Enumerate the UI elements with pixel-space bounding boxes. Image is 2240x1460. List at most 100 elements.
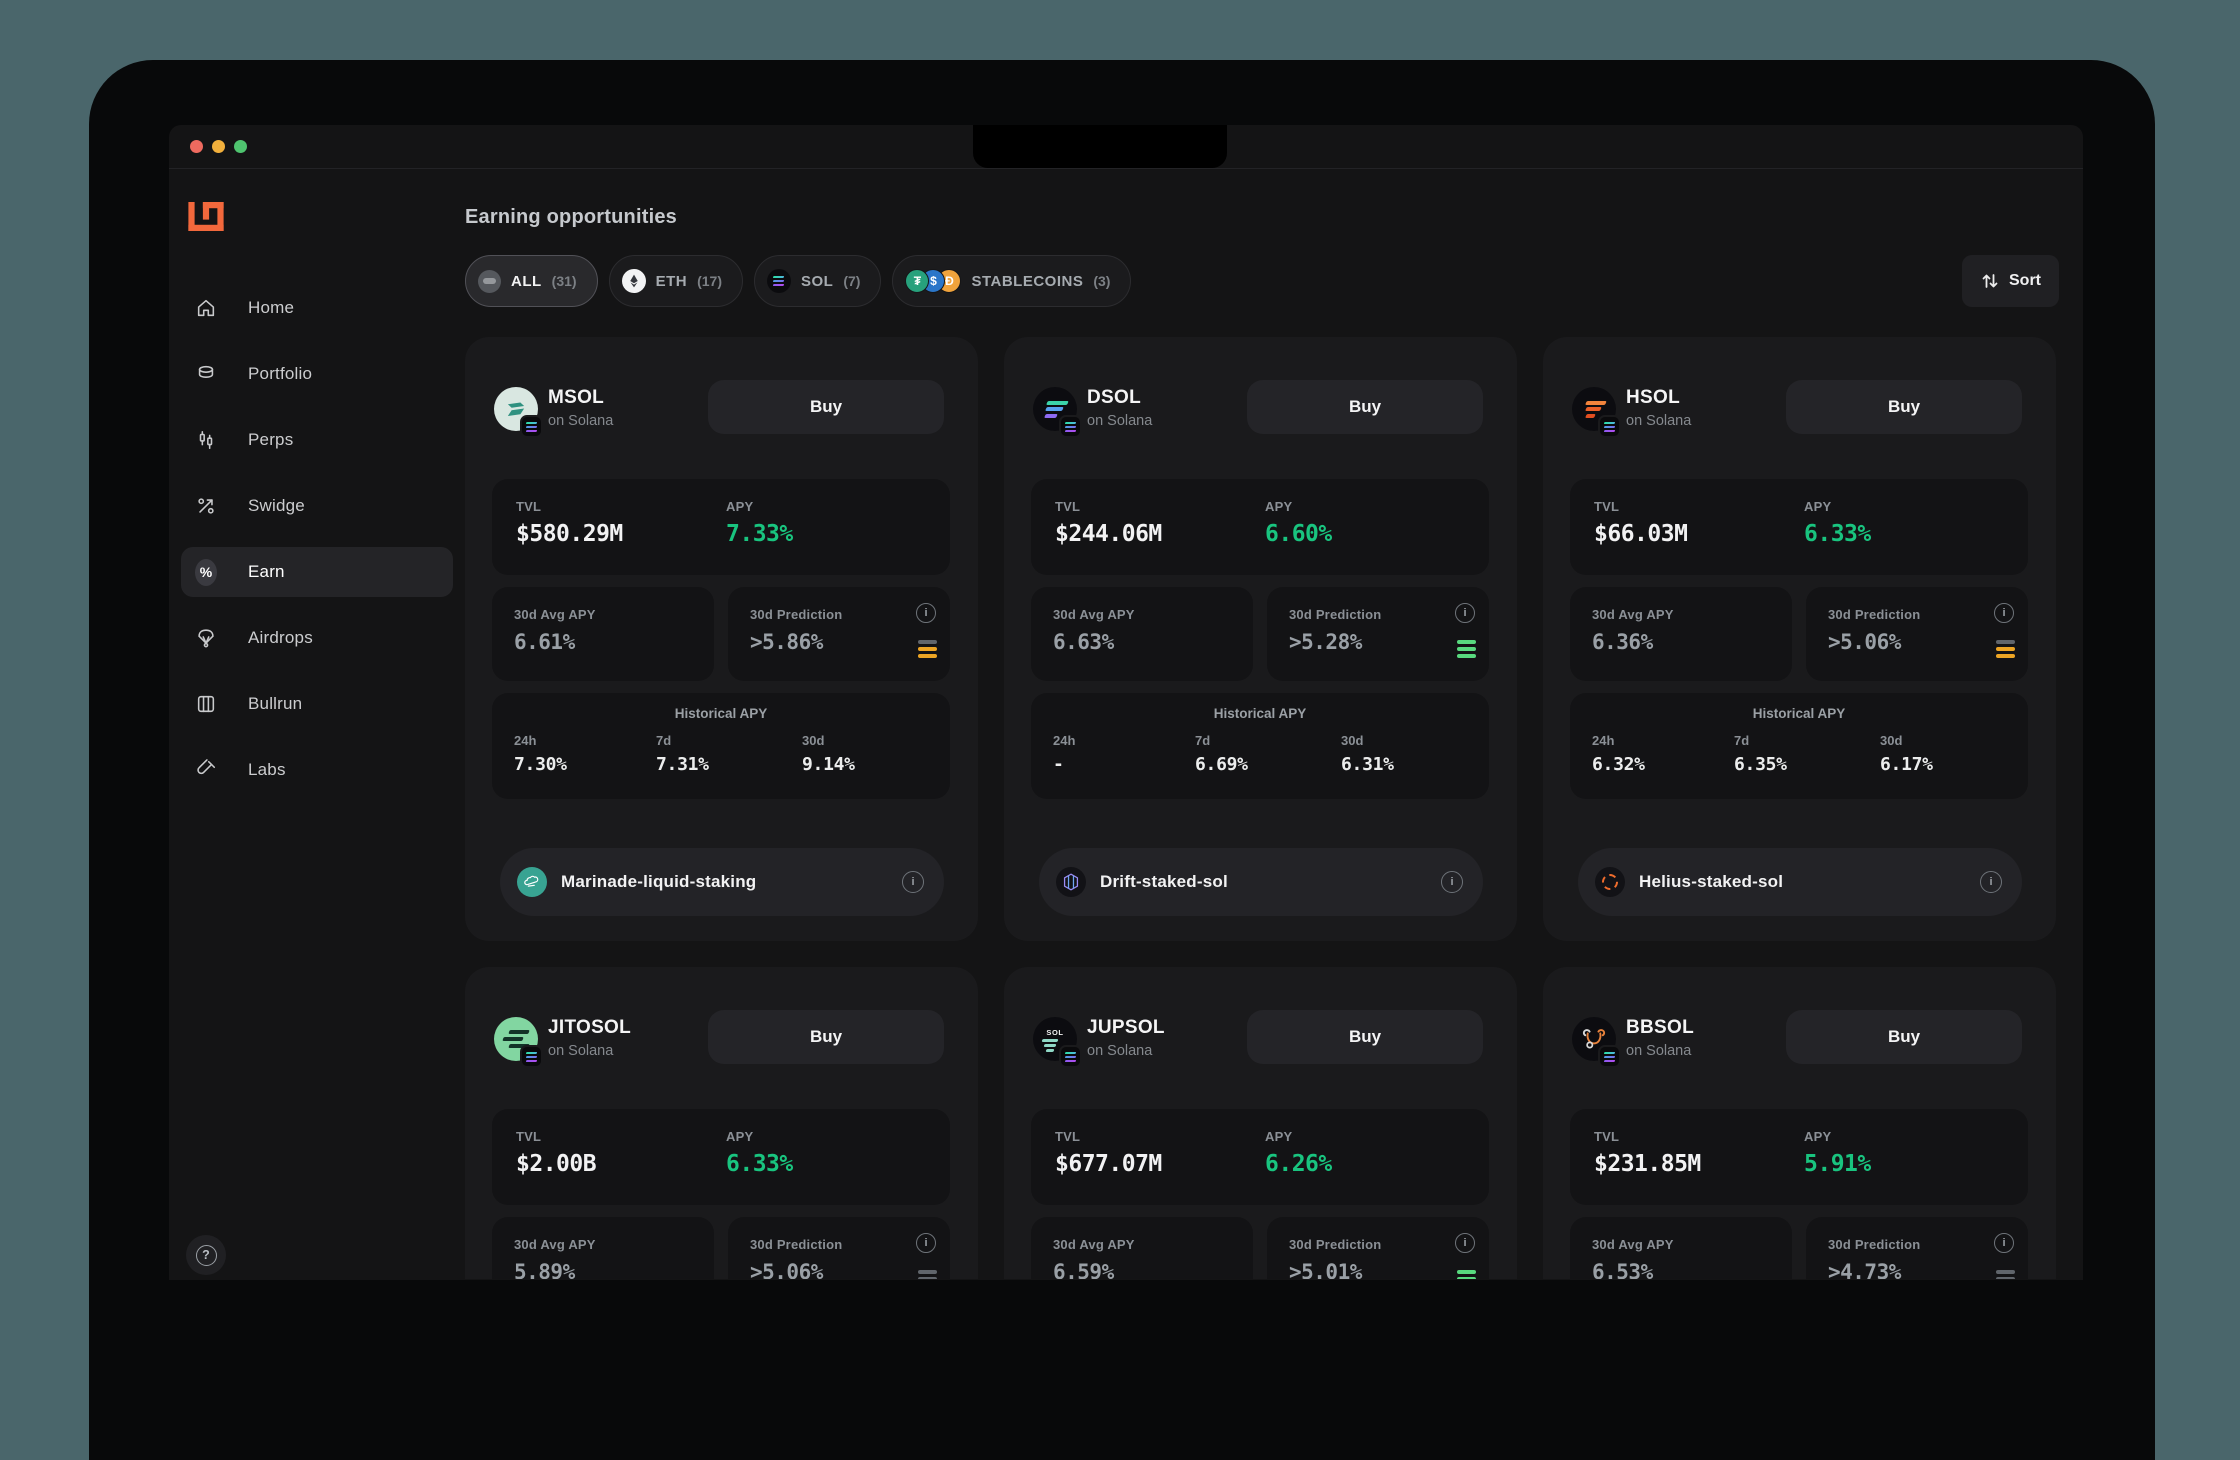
chip-label: SOL	[800, 272, 834, 290]
sidebar-item-label: Labs	[248, 760, 286, 779]
earn-icon: %	[195, 558, 217, 586]
card-header: HSOL on Solana Buy	[1572, 380, 2022, 438]
sidebar-item-label: Swidge	[248, 496, 305, 515]
tvl-value: $677.07M	[1055, 1151, 1162, 1177]
sidebar: Home Portfolio Perps Swidge % Earn Airdr…	[169, 169, 465, 1279]
token-icon	[494, 1017, 543, 1068]
hist-24h-value: 7.30%	[514, 754, 567, 775]
tvl-apy-panel: TVL $231.85M APY 5.91%	[1570, 1109, 2028, 1205]
prediction-bars-icon	[918, 1267, 937, 1279]
avg-apy-label: 30d Avg APY	[1053, 607, 1135, 622]
tvl-label: TVL	[1055, 1129, 1081, 1144]
filter-chip-sol[interactable]: SOL (7)	[753, 255, 882, 307]
buy-button[interactable]: Buy	[708, 380, 944, 434]
sidebar-item-bullrun[interactable]: Bullrun	[181, 679, 453, 729]
buy-button[interactable]: Buy	[1247, 380, 1483, 434]
traffic-light-zoom-button[interactable]	[234, 140, 247, 153]
tvl-value: $231.85M	[1594, 1151, 1701, 1177]
cards-grid: MSOL on Solana Buy TVL $580.29M APY 7.33…	[465, 337, 2059, 1279]
apy-value: 6.26%	[1265, 1151, 1332, 1177]
avg-apy-panel: 30d Avg APY 5.89%	[492, 1217, 714, 1279]
sidebar-item-label: Earn	[248, 562, 285, 581]
info-icon[interactable]	[916, 1233, 936, 1253]
solana-badge-icon	[1059, 415, 1082, 438]
sidebar-item-portfolio[interactable]: Portfolio	[181, 349, 453, 399]
info-icon[interactable]	[916, 603, 936, 623]
prediction-panel: 30d Prediction >5.06%	[1806, 587, 2028, 681]
protocol-pill[interactable]: Drift-staked-sol	[1039, 848, 1483, 916]
sort-button[interactable]: Sort	[1962, 255, 2059, 307]
prediction-bars-icon	[1996, 637, 2015, 658]
filter-chip-all[interactable]: ALL (31)	[465, 255, 598, 307]
info-icon[interactable]	[1994, 1233, 2014, 1253]
avg-apy-panel: 30d Avg APY 6.61%	[492, 587, 714, 681]
buy-button[interactable]: Buy	[708, 1010, 944, 1064]
historical-apy-title: Historical APY	[1213, 706, 1307, 721]
tvl-apy-panel: TVL $2.00B APY 6.33%	[492, 1109, 950, 1205]
chip-count: (31)	[551, 273, 577, 289]
sidebar-item-label: Portfolio	[248, 364, 313, 383]
info-icon[interactable]	[1455, 603, 1475, 623]
sidebar-item-home[interactable]: Home	[181, 283, 453, 333]
token-meta: JITOSOL on Solana	[548, 1017, 631, 1059]
info-icon[interactable]	[1455, 1233, 1475, 1253]
prediction-bars-icon	[1457, 637, 1476, 658]
sidebar-item-swidge[interactable]: Swidge	[181, 481, 453, 531]
historical-columns: 24h 7.30% 7d 7.31% 30d 9.14%	[492, 733, 950, 775]
filter-chip-eth[interactable]: ETH (17)	[608, 255, 743, 307]
token-network: on Solana	[1626, 1043, 1692, 1059]
airdrops-icon	[195, 627, 217, 649]
prediction-value: >4.73%	[1828, 1260, 1901, 1279]
sidebar-item-airdrops[interactable]: Airdrops	[181, 613, 453, 663]
protocol-pill[interactable]: Marinade-liquid-staking	[500, 848, 944, 916]
token-icon	[1033, 387, 1082, 438]
protocol-info-icon[interactable]	[1980, 871, 2002, 893]
buy-button[interactable]: Buy	[1786, 1010, 2022, 1064]
tvl-label: TVL	[1594, 499, 1620, 514]
avg-apy-panel: 30d Avg APY 6.36%	[1570, 587, 1792, 681]
avg-apy-panel: 30d Avg APY 6.53%	[1570, 1217, 1792, 1279]
apy-value: 5.91%	[1804, 1151, 1871, 1177]
buy-button[interactable]: Buy	[1786, 380, 2022, 434]
traffic-light-close-button[interactable]	[190, 140, 203, 153]
help-button[interactable]	[186, 1235, 226, 1275]
token-network: on Solana	[1626, 413, 1692, 429]
stablecoins-icon	[905, 269, 962, 293]
avg-apy-panel: 30d Avg APY 6.63%	[1031, 587, 1253, 681]
solana-badge-icon	[520, 1045, 543, 1068]
filter-chip-stablecoins[interactable]: STABLECOINS (3)	[892, 255, 1132, 307]
token-meta: HSOL on Solana	[1626, 387, 1691, 429]
sidebar-item-perps[interactable]: Perps	[181, 415, 453, 465]
tvl-apy-panel: TVL $244.06M APY 6.60%	[1031, 479, 1489, 575]
mid-panels-row: 30d Avg APY 6.59% 30d Prediction >5.01%	[1031, 1217, 1489, 1279]
token-meta: DSOL on Solana	[1087, 387, 1152, 429]
tvl-value: $66.03M	[1594, 521, 1688, 547]
apy-label: APY	[726, 1129, 754, 1144]
apy-value: 6.33%	[1804, 521, 1871, 547]
protocol-info-icon[interactable]	[1441, 871, 1463, 893]
apy-label: APY	[1265, 1129, 1293, 1144]
mid-panels-row: 30d Avg APY 6.36% 30d Prediction >5.06%	[1570, 587, 2028, 681]
prediction-value: >5.28%	[1289, 630, 1362, 654]
eth-icon	[621, 269, 646, 293]
info-icon[interactable]	[1994, 603, 2014, 623]
hist-7d-label: 7d	[1195, 733, 1211, 748]
sidebar-item-earn[interactable]: % Earn	[181, 547, 453, 597]
app-logo[interactable]	[188, 202, 224, 231]
protocol-pill[interactable]: Helius-staked-sol	[1578, 848, 2022, 916]
token-meta: BBSOL on Solana	[1626, 1017, 1694, 1059]
token-symbol: MSOL	[548, 387, 605, 408]
hist-7d-label: 7d	[656, 733, 672, 748]
tvl-apy-panel: TVL $677.07M APY 6.26%	[1031, 1109, 1489, 1205]
hist-24h-label: 24h	[1592, 733, 1615, 748]
sidebar-item-labs[interactable]: Labs	[181, 745, 453, 795]
protocol-info-icon[interactable]	[902, 871, 924, 893]
usdt-icon	[905, 269, 930, 293]
traffic-light-minimize-button[interactable]	[212, 140, 225, 153]
historical-apy-panel: Historical APY 24h 7.30% 7d 7.31% 30d 9.…	[492, 693, 950, 799]
buy-button[interactable]: Buy	[1247, 1010, 1483, 1064]
perps-icon	[195, 429, 217, 451]
token-meta: JUPSOL on Solana	[1087, 1017, 1165, 1059]
avg-apy-value: 6.63%	[1053, 630, 1114, 654]
page-title: Earning opportunities	[465, 206, 677, 228]
